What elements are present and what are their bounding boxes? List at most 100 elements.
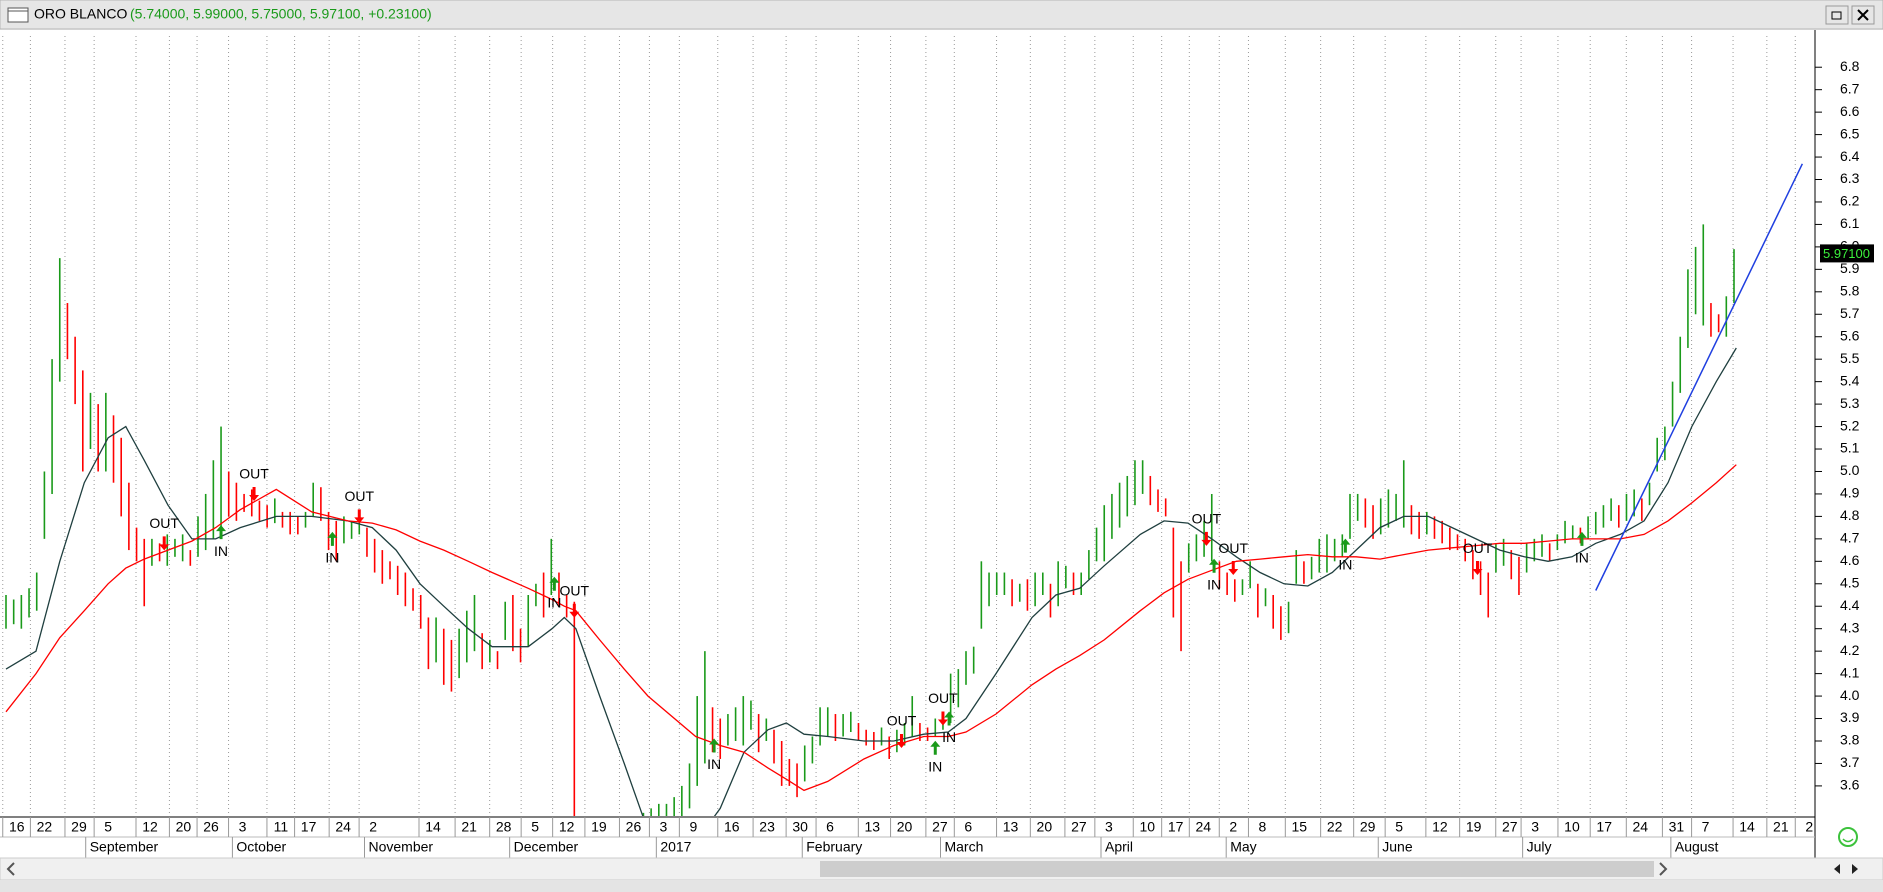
sell-arrow bbox=[159, 536, 170, 551]
x-tick-label: 14 bbox=[425, 819, 441, 835]
x-tick-label: 12 bbox=[142, 819, 158, 835]
x-tick-label: 11 bbox=[274, 819, 289, 835]
x-tick-label: 2 bbox=[1805, 819, 1813, 835]
signal-label: IN bbox=[214, 543, 228, 559]
x-tick-label: 2 bbox=[1229, 819, 1237, 835]
nav-arrows[interactable] bbox=[1834, 864, 1858, 874]
signal-label: OUT bbox=[149, 515, 179, 531]
sell-arrow bbox=[569, 603, 580, 618]
buy-arrow bbox=[944, 711, 955, 726]
x-tick-label: 22 bbox=[37, 819, 53, 835]
x-tick-label: 22 bbox=[1327, 819, 1343, 835]
x-tick-label: 17 bbox=[1596, 819, 1612, 835]
y-tick-label: 5.7 bbox=[1840, 305, 1860, 321]
x-tick-label: 20 bbox=[1037, 819, 1053, 835]
month-label: July bbox=[1527, 839, 1552, 855]
sell-arrow bbox=[1201, 531, 1212, 546]
y-tick-label: 3.7 bbox=[1840, 754, 1860, 770]
plot-layer: OUTINOUTINOUTINOUTINOUTINOUTINOUTINOUTIN… bbox=[5, 163, 1804, 816]
month-label: August bbox=[1675, 839, 1719, 855]
scroll-right[interactable] bbox=[1659, 862, 1668, 876]
status-strip bbox=[0, 880, 1883, 892]
signal-label: IN bbox=[942, 729, 956, 745]
moving-average bbox=[5, 464, 1737, 792]
x-tick-label: 15 bbox=[1292, 819, 1308, 835]
buy-arrow bbox=[549, 576, 560, 591]
buy-arrow bbox=[1340, 538, 1351, 553]
smiley-mouth bbox=[1842, 838, 1854, 843]
x-tick-label: 21 bbox=[461, 819, 477, 835]
y-tick-label: 6.6 bbox=[1840, 103, 1860, 119]
title-bar bbox=[0, 0, 1883, 30]
y-tick-label: 6.4 bbox=[1840, 148, 1860, 164]
buy-arrow bbox=[930, 740, 941, 755]
chart-title: ORO BLANCO bbox=[34, 6, 127, 22]
signal-label: OUT bbox=[1218, 540, 1248, 556]
y-tick-label: 4.2 bbox=[1840, 642, 1860, 658]
x-tick-label: 29 bbox=[71, 819, 87, 835]
y-tick-label: 6.8 bbox=[1840, 58, 1860, 74]
y-tick-label: 3.9 bbox=[1840, 709, 1860, 725]
y-tick-label: 4.5 bbox=[1840, 574, 1860, 590]
x-tick-label: 3 bbox=[239, 819, 247, 835]
x-tick-label: 31 bbox=[1669, 819, 1685, 835]
y-tick-label: 5.6 bbox=[1840, 327, 1860, 343]
y-tick-label: 4.0 bbox=[1840, 687, 1860, 703]
x-tick-label: 23 bbox=[759, 819, 775, 835]
x-tick-label: 24 bbox=[335, 819, 351, 835]
signal-label: IN bbox=[325, 550, 339, 566]
y-tick-label: 3.8 bbox=[1840, 732, 1860, 748]
sell-arrow bbox=[354, 509, 365, 524]
y-tick-label: 4.6 bbox=[1840, 552, 1860, 568]
last-price-label: 5.97100 bbox=[1823, 246, 1870, 261]
signal-label: OUT bbox=[887, 713, 917, 729]
signal-label: OUT bbox=[1463, 540, 1493, 556]
buy-arrow bbox=[1209, 558, 1220, 573]
scroll-thumb[interactable] bbox=[820, 861, 1654, 877]
signal-label: OUT bbox=[560, 582, 590, 598]
x-tick-label: 26 bbox=[626, 819, 642, 835]
y-tick-label: 4.8 bbox=[1840, 507, 1860, 523]
signal-label: OUT bbox=[344, 488, 374, 504]
x-tick-label: 3 bbox=[1531, 819, 1539, 835]
x-tick-label: 9 bbox=[689, 819, 697, 835]
month-label: February bbox=[806, 839, 862, 855]
y-tick-label: 5.4 bbox=[1840, 372, 1860, 388]
x-tick-label: 24 bbox=[1196, 819, 1212, 835]
x-tick-label: 3 bbox=[660, 819, 668, 835]
buy-arrow bbox=[709, 738, 720, 753]
x-tick-label: 29 bbox=[1360, 819, 1376, 835]
y-tick-label: 6.5 bbox=[1840, 125, 1860, 141]
x-tick-label: 17 bbox=[301, 819, 317, 835]
status-smiley bbox=[1838, 827, 1858, 847]
x-tick-label: 16 bbox=[9, 819, 25, 835]
month-label: November bbox=[368, 839, 433, 855]
x-tick-label: 27 bbox=[1502, 819, 1518, 835]
x-tick-label: 6 bbox=[826, 819, 834, 835]
signal-label: OUT bbox=[1192, 511, 1222, 527]
signal-label: OUT bbox=[239, 466, 269, 482]
restore-button[interactable] bbox=[1825, 5, 1849, 25]
y-tick-label: 4.4 bbox=[1840, 597, 1860, 613]
x-tick-label: 7 bbox=[1702, 819, 1710, 835]
y-tick-label: 3.6 bbox=[1840, 777, 1860, 793]
y-tick-label: 4.7 bbox=[1840, 530, 1860, 546]
month-label: March bbox=[944, 839, 983, 855]
x-tick-label: 12 bbox=[1432, 819, 1448, 835]
x-tick-label: 5 bbox=[104, 819, 112, 835]
month-label: 2017 bbox=[660, 839, 691, 855]
y-tick-label: 5.3 bbox=[1840, 395, 1860, 411]
x-tick-label: 30 bbox=[792, 819, 808, 835]
x-tick-label: 10 bbox=[1564, 819, 1580, 835]
x-tick-label: 16 bbox=[724, 819, 740, 835]
signal-label: IN bbox=[707, 756, 721, 772]
month-label: June bbox=[1382, 839, 1413, 855]
axis-layer: 3.6 3.7 3.8 3.9 4.0 4.1 4.2 4.3 4.4 4.5 4.6 4.7 4.8 4… bbox=[2, 58, 1874, 858]
month-label: April bbox=[1105, 839, 1133, 855]
window-icon bbox=[7, 7, 29, 23]
x-tick-label: 10 bbox=[1139, 819, 1155, 835]
x-tick-label: 13 bbox=[1003, 819, 1019, 835]
x-tick-label: 28 bbox=[496, 819, 512, 835]
scroll-left[interactable] bbox=[6, 862, 15, 876]
